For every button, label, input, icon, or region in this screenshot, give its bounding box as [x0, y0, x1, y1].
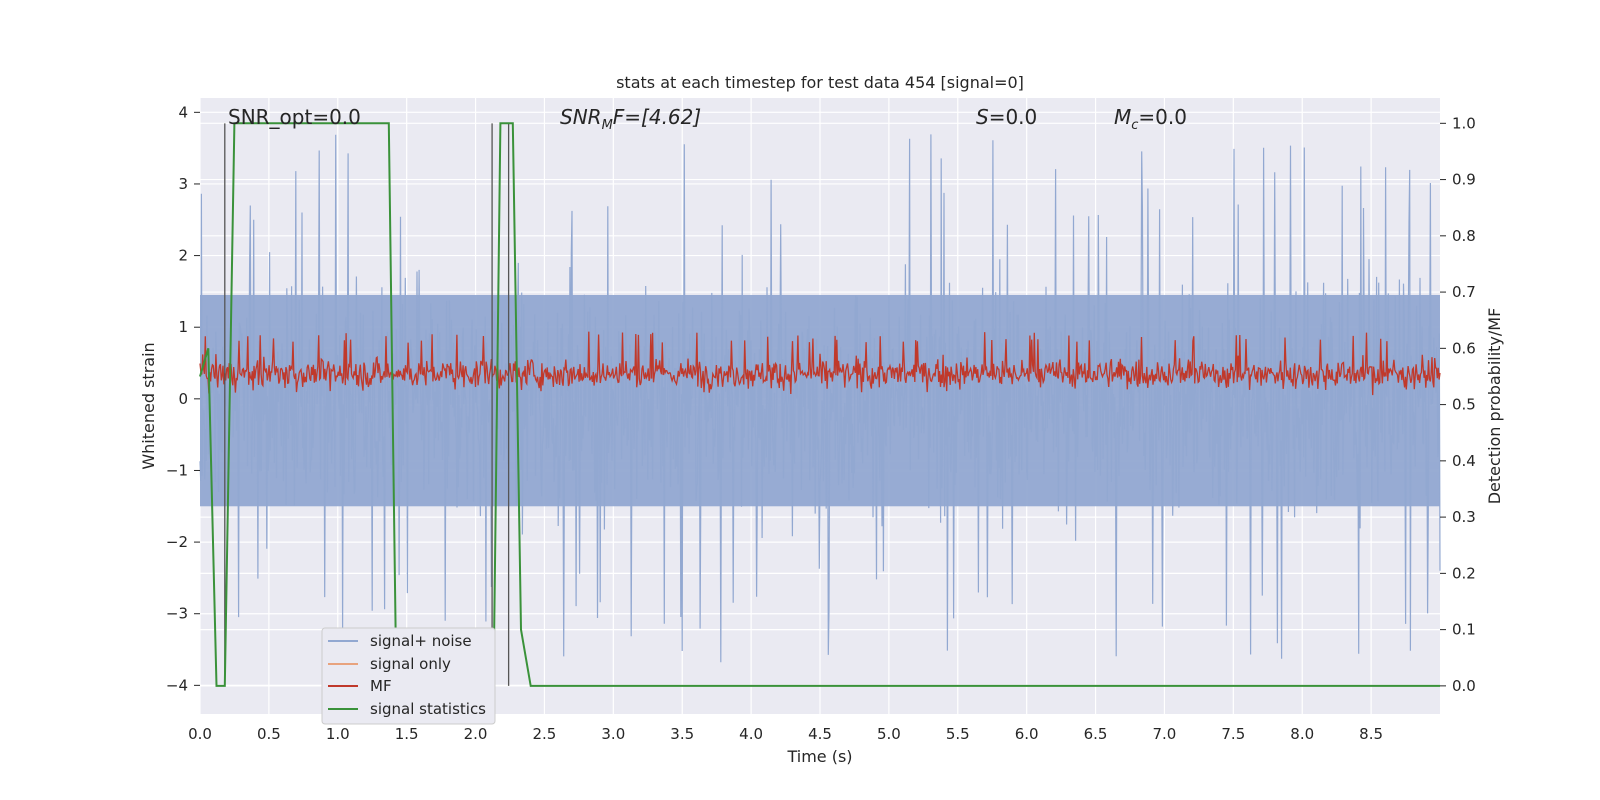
y-right-tick-label: 0.3	[1452, 508, 1476, 526]
legend-box	[321, 627, 496, 725]
y-left-tick-label: −4	[166, 676, 188, 694]
y-right-tick-label: 1.0	[1452, 114, 1476, 132]
x-tick-label: 2.5	[533, 725, 557, 743]
s-var: S	[976, 105, 989, 129]
x-tick-label: 3.5	[670, 725, 694, 743]
legend-label-signal-only: signal only	[370, 655, 451, 673]
mf-series	[199, 331, 1441, 396]
x-tick-label: 4.0	[739, 725, 763, 743]
x-tick-label: 3.0	[601, 725, 625, 743]
snr-mf-rest: F=[4.62]	[613, 105, 701, 129]
y-left-tick-label: 2	[178, 247, 188, 265]
mc-sub: c	[1131, 118, 1138, 133]
legend-label-mf: MF	[370, 677, 392, 695]
y-right-tick-label: 0.2	[1452, 564, 1476, 582]
x-tick-label: 8.5	[1359, 725, 1383, 743]
y-right-tick-label: 0.6	[1452, 339, 1476, 357]
y-left-tick-label: 4	[178, 103, 188, 121]
annotation-s: S=0.0	[976, 105, 1037, 129]
y-right-tick-label: 0.7	[1452, 283, 1476, 301]
y-left-tick-label: −3	[166, 605, 188, 623]
legend-label-statistics: signal statistics	[370, 700, 486, 718]
annotation-snr-opt: SNR_opt=0.0	[228, 105, 361, 129]
y-left-tick-label: −2	[166, 533, 188, 551]
x-tick-label: 5.0	[877, 725, 901, 743]
x-tick-label: 0.5	[257, 725, 281, 743]
x-tick-label: 6.5	[1084, 725, 1108, 743]
annotation-mc: Mc=0.0	[1114, 105, 1187, 133]
legend-label-noise: signal+ noise	[370, 632, 472, 650]
y-left-tick-label: 1	[178, 318, 188, 336]
y-left-tick-label: −1	[166, 461, 188, 479]
y-right-tick-label: 0.5	[1452, 396, 1476, 414]
x-tick-label: 7.0	[1153, 725, 1177, 743]
x-tick-label: 4.5	[808, 725, 832, 743]
y-left-tick-label: 0	[178, 390, 188, 408]
annotation-snr-mf: SNRMF=[4.62]	[560, 105, 701, 133]
noise-line	[199, 134, 1441, 663]
x-tick-label: 1.0	[326, 725, 350, 743]
s-rest: =0.0	[989, 105, 1038, 129]
legend: signal+ noise signal only MF signal stat…	[321, 627, 496, 725]
y-right-axis-label: Detection probability/MF	[1485, 308, 1504, 505]
mc-rest: =0.0	[1138, 105, 1187, 129]
x-tick-label: 8.0	[1290, 725, 1314, 743]
y-right-axis-ticks: 1.0 0.9 0.8 0.7 0.6 0.5 0.4 0.3 0.2 0.1 0.0	[1440, 114, 1476, 695]
y-right-tick-label: 0.9	[1452, 171, 1476, 189]
vertical-markers	[224, 123, 510, 686]
y-left-axis-ticks: 4 3 2 1 0 −1 −2 −3 −4	[166, 103, 200, 694]
x-tick-label: 0.0	[188, 725, 212, 743]
signal-noise-series	[199, 134, 1441, 663]
y-left-tick-label: 3	[178, 175, 188, 193]
x-axis-label: Time (s)	[786, 747, 852, 766]
x-tick-label: 1.5	[395, 725, 419, 743]
chart-title: stats at each timestep for test data 454…	[616, 73, 1024, 92]
y-right-tick-label: 0.1	[1452, 621, 1476, 639]
y-right-tick-label: 0.4	[1452, 452, 1476, 470]
x-tick-label: 7.5	[1221, 725, 1245, 743]
y-left-axis-label: Whitened strain	[139, 342, 158, 469]
snr-mf-sub: M	[602, 118, 613, 133]
x-axis-ticks: 0.0 0.5 1.0 1.5 2.0 2.5 3.0 3.5 4.0 4.5 5.0 5.5 6.0 6…	[188, 725, 1383, 743]
mc-var: M	[1114, 105, 1131, 129]
x-tick-label: 5.5	[946, 725, 970, 743]
y-right-tick-label: 0.8	[1452, 227, 1476, 245]
mf-line	[199, 331, 1441, 396]
y-right-tick-label: 0.0	[1452, 677, 1476, 695]
snr-mf-main: SNR	[560, 105, 602, 129]
x-tick-label: 6.0	[1015, 725, 1039, 743]
x-tick-label: 2.0	[464, 725, 488, 743]
